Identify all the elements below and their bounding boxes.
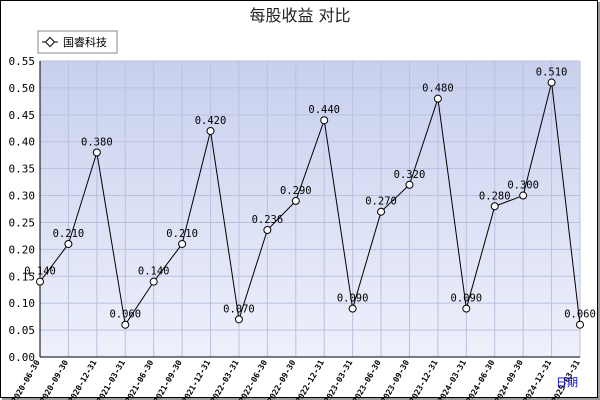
x-tick-label: 2024-03-31: [436, 358, 468, 400]
data-labels: 0.140 0.210 0.380 0.060 0.140 0.210 0.420 0.070…: [24, 67, 596, 321]
x-tick-label: 2021-06-30: [124, 358, 156, 400]
data-point-marker: [92, 148, 101, 157]
data-label: 0.060: [109, 309, 141, 321]
x-tick-label: 2023-12-31: [408, 358, 440, 400]
y-tick-label: 0.55: [9, 55, 36, 68]
plot-area: [40, 61, 580, 357]
y-tick-label: 0.35: [9, 163, 36, 176]
data-point-marker: [547, 78, 556, 87]
data-label: 0.090: [451, 293, 483, 305]
data-point-marker: [291, 196, 300, 205]
data-point-marker: [462, 304, 471, 313]
data-point-marker: [64, 239, 73, 248]
x-tick-label: 2023-03-31: [322, 358, 354, 400]
data-point-marker: [490, 202, 499, 211]
x-tick-label: 2021-09-30: [152, 358, 184, 400]
y-tick-label: 0.45: [9, 109, 36, 122]
data-label: 0.060: [564, 309, 596, 321]
data-label: 0.140: [24, 266, 56, 278]
legend-box: [37, 30, 118, 54]
data-label: 0.270: [365, 196, 397, 208]
y-tick-label: 0.20: [9, 243, 36, 256]
chart-title: 每股收益 对比: [249, 6, 350, 25]
data-point-marker: [405, 180, 414, 189]
data-point-marker: [36, 277, 44, 286]
x-axis-ticks: 2020-06-302020-09-302020-12-312021-03-31…: [10, 358, 582, 400]
data-point-marker: [263, 225, 272, 234]
data-label: 0.380: [81, 136, 113, 148]
data-point-marker: [348, 304, 357, 313]
data-point-marker: [377, 207, 386, 216]
x-tick-label: 2020-06-30: [10, 358, 42, 400]
x-axis-unit-label: 日期: [556, 376, 578, 389]
x-tick-label: 2024-09-30: [493, 358, 525, 400]
legend-label: 国睿科技: [63, 35, 107, 49]
data-label: 0.320: [394, 169, 426, 181]
x-tick-label: 2020-12-31: [67, 358, 99, 400]
axes: [39, 61, 580, 358]
data-label: 0.210: [166, 228, 198, 240]
x-tick-label: 2022-12-31: [294, 358, 326, 400]
data-label: 0.420: [195, 115, 227, 127]
y-tick-label: 0.25: [9, 216, 36, 229]
legend-marker-icon: [44, 36, 56, 48]
grid-lines: [39, 60, 581, 358]
data-point-marker: [433, 94, 442, 103]
x-tick-label: 2021-03-31: [95, 358, 127, 400]
data-label: 0.236: [252, 214, 284, 226]
data-label: 0.090: [337, 293, 369, 305]
y-tick-label: 0.10: [9, 297, 36, 310]
data-label: 0.290: [280, 185, 312, 197]
data-label: 0.070: [223, 303, 255, 315]
x-tick-label: 2021-12-31: [180, 358, 212, 400]
data-point-marker: [320, 116, 329, 125]
x-tick-label: 2022-06-30: [237, 358, 269, 400]
data-point-marker: [206, 126, 215, 135]
y-tick-label: 0.30: [9, 190, 36, 203]
data-label: 0.510: [536, 67, 568, 79]
y-tick-label: 0.05: [9, 324, 36, 337]
data-point-marker: [234, 315, 243, 324]
y-tick-label: 0.50: [9, 82, 36, 95]
data-point-marker: [576, 320, 584, 329]
data-point-marker: [519, 191, 528, 200]
data-point-marker: [121, 320, 130, 329]
x-tick-label: 2024-06-30: [465, 358, 497, 400]
data-label: 0.440: [308, 104, 340, 116]
data-point-marker: [149, 277, 158, 286]
x-tick-label: 2022-09-30: [266, 358, 298, 400]
y-tick-label: 0.40: [9, 136, 36, 149]
legend: 国睿科技: [37, 30, 118, 54]
x-tick-label: 2020-09-30: [38, 358, 70, 400]
x-tick-label: 2024-12-31: [521, 358, 553, 400]
x-tick-label: 2023-06-30: [351, 358, 383, 400]
data-label: 0.280: [479, 190, 511, 202]
data-label: 0.300: [507, 180, 539, 192]
data-label: 0.210: [53, 228, 85, 240]
series-line: [39, 82, 581, 327]
y-axis-ticks: 0.00 0.05 0.10 0.15 0.20 0.25 0.30 0.35 0.40 0.45…: [9, 55, 36, 364]
data-point-marker: [178, 239, 187, 248]
x-tick-label: 2023-09-30: [379, 358, 411, 400]
x-tick-label: 2022-03-31: [209, 358, 241, 400]
data-label: 0.480: [422, 83, 454, 95]
y-tick-label: 0.00: [9, 351, 36, 364]
y-tick-label: 0.15: [9, 270, 36, 283]
series-group: [36, 78, 584, 329]
data-label: 0.140: [138, 266, 170, 278]
